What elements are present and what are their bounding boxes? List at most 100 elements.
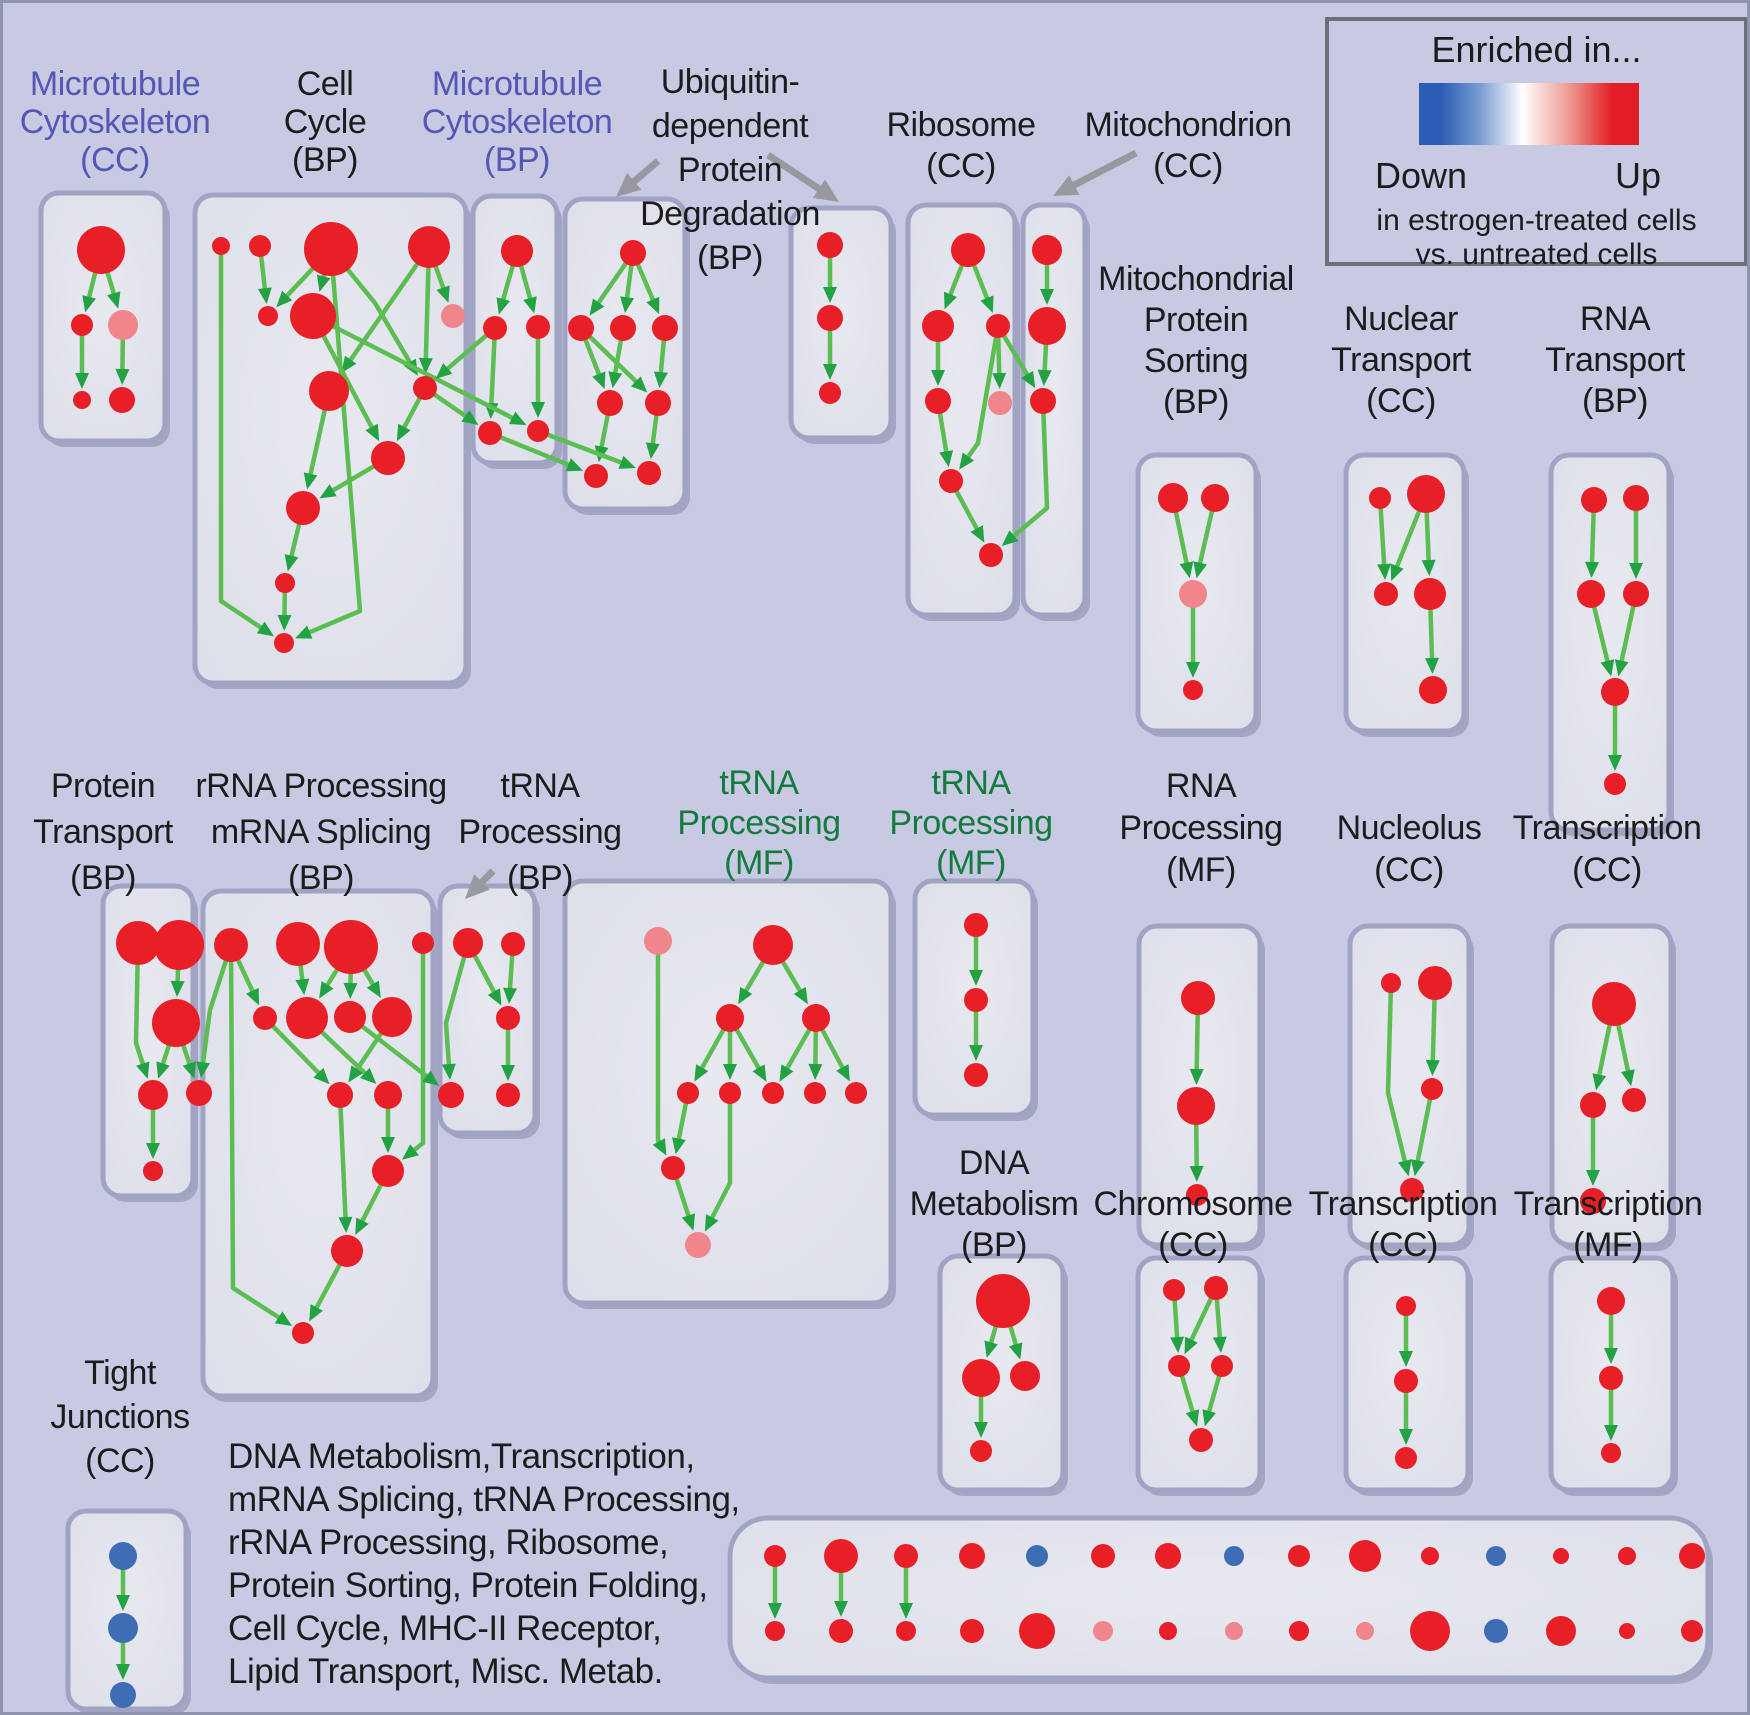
cluster-label-line: rRNA Processing: [195, 767, 447, 805]
misc-category-list: DNA Metabolism,Transcription, mRNA Splici…: [228, 1435, 740, 1693]
cluster-label-line: (BP): [288, 859, 355, 897]
go-term-node: [496, 1006, 520, 1030]
arrowhead-icon: [319, 484, 337, 499]
cluster-label-line: Nuclear: [1344, 300, 1458, 338]
go-term-node: [371, 441, 405, 475]
arrowhead-icon: [508, 411, 527, 426]
arrowhead-icon: [823, 364, 837, 380]
nodes: [71, 222, 1705, 1708]
go-term-node: [292, 1322, 314, 1344]
cluster-label-line: Tight: [84, 1354, 156, 1392]
go-term-node: [951, 233, 985, 267]
cluster-label-line: DNA: [958, 1144, 1030, 1182]
cluster-label-mps: Mitochondrial Protein Sorting (BP): [1098, 259, 1294, 423]
cluster-label-line: Cell: [296, 65, 354, 103]
cluster-label-line: (CC): [1374, 851, 1444, 889]
go-term-node: [73, 391, 91, 409]
go-term-node: [249, 235, 271, 257]
cluster-box-rrna: [200, 888, 436, 1399]
arrowhead-icon: [1585, 561, 1600, 579]
arrowhead-icon: [435, 363, 453, 379]
arrowhead-icon: [1390, 563, 1404, 582]
arrowhead-icon: [992, 372, 1007, 390]
go-term-node: [1419, 676, 1447, 704]
cluster-label-line: Cycle: [283, 103, 367, 141]
arrowhead-icon: [1410, 1159, 1425, 1177]
arrowhead-icon: [116, 1664, 130, 1680]
legend-subtitle-1: in estrogen-treated cells: [1376, 204, 1697, 237]
go-term-node: [109, 387, 135, 413]
go-term-node: [685, 1232, 711, 1258]
go-term-node: [438, 1082, 464, 1108]
go-term-node: [716, 1004, 744, 1032]
go-term-node: [988, 391, 1012, 415]
go-term-node: [1484, 1619, 1508, 1643]
go-term-node: [413, 376, 437, 400]
go-term-node: [290, 293, 336, 339]
go-term-node: [970, 1440, 992, 1462]
arrowhead-icon: [738, 986, 753, 1005]
arrowhead-icon: [256, 621, 275, 637]
go-term-node: [1159, 1622, 1177, 1640]
arrowhead-icon: [115, 368, 130, 386]
cluster-label-line: (BP): [1163, 383, 1229, 421]
arrowhead-icon: [496, 297, 510, 315]
arrowhead-icon: [1170, 1336, 1185, 1354]
go-term-node: [1592, 982, 1636, 1026]
legend-up-label: Up: [1615, 155, 1662, 196]
arrowhead-icon: [338, 1216, 353, 1234]
go-term-node: [637, 461, 661, 485]
arrowhead-icon: [295, 625, 313, 639]
cluster-label-line: Transport: [1331, 341, 1471, 379]
go-term-node: [483, 316, 507, 340]
arrowhead-icon: [284, 554, 299, 572]
go-term-node: [819, 382, 841, 404]
go-term-node: [976, 1274, 1030, 1328]
cluster-label-line: Mitochondrial: [1098, 260, 1294, 298]
cluster-label-line: (MF): [1573, 1226, 1643, 1264]
arrowhead-icon: [366, 980, 381, 999]
arrowhead-icon: [316, 274, 331, 292]
arrowhead-icon: [1425, 1059, 1440, 1077]
color-legend: Enriched in... Down Up in estrogen-treat…: [1325, 17, 1747, 271]
cluster-label-mt-cc: Microtubule Cytoskeleton (CC): [20, 65, 211, 179]
go-term-node: [1601, 1443, 1621, 1463]
arrowhead-icon: [1399, 1429, 1413, 1445]
arrowhead-icon: [196, 1061, 211, 1079]
arrowhead-icon: [694, 1064, 709, 1082]
misc-list-line: rRNA Processing, Ribosome,: [228, 1523, 669, 1562]
arrowhead-icon: [1600, 659, 1615, 677]
go-term-node: [719, 1082, 741, 1104]
arrowhead-icon: [341, 355, 357, 373]
cluster-box-dna_met: [937, 1253, 1066, 1493]
go-term-node: [1407, 475, 1445, 513]
go-term-node: [258, 306, 278, 326]
go-term-node: [143, 1161, 163, 1181]
go-term-node: [620, 240, 646, 266]
arrowhead-icon: [1397, 1159, 1412, 1177]
arrowhead-icon: [836, 1064, 850, 1082]
go-term-node: [1019, 1613, 1055, 1649]
go-term-node: [829, 1619, 853, 1643]
go-term-node: [1599, 1366, 1623, 1390]
go-term-node: [1177, 1087, 1215, 1125]
arrowhead-icon: [381, 1137, 395, 1153]
edge-arrow: [200, 944, 234, 1065]
go-term-node: [939, 469, 963, 493]
arrowhead-icon: [630, 376, 648, 393]
go-term-node: [959, 1543, 985, 1569]
arrowhead-icon: [1037, 369, 1052, 387]
cluster-label-line: Mitochondrion: [1084, 106, 1292, 144]
go-term-node: [408, 226, 450, 268]
arrowhead-icon: [106, 291, 121, 309]
edge-arrow: [311, 313, 515, 421]
edge-arrow: [218, 246, 264, 631]
cluster-label-line: Processing: [1119, 809, 1283, 847]
go-term-node: [1181, 981, 1215, 1015]
go-term-node: [1186, 1184, 1208, 1206]
go-term-node: [304, 222, 358, 276]
misc-list-line: Protein Sorting, Protein Folding,: [228, 1566, 708, 1605]
go-term-node: [1580, 1092, 1606, 1118]
cluster-label-trna-bp: tRNA Processing (BP): [458, 763, 622, 901]
